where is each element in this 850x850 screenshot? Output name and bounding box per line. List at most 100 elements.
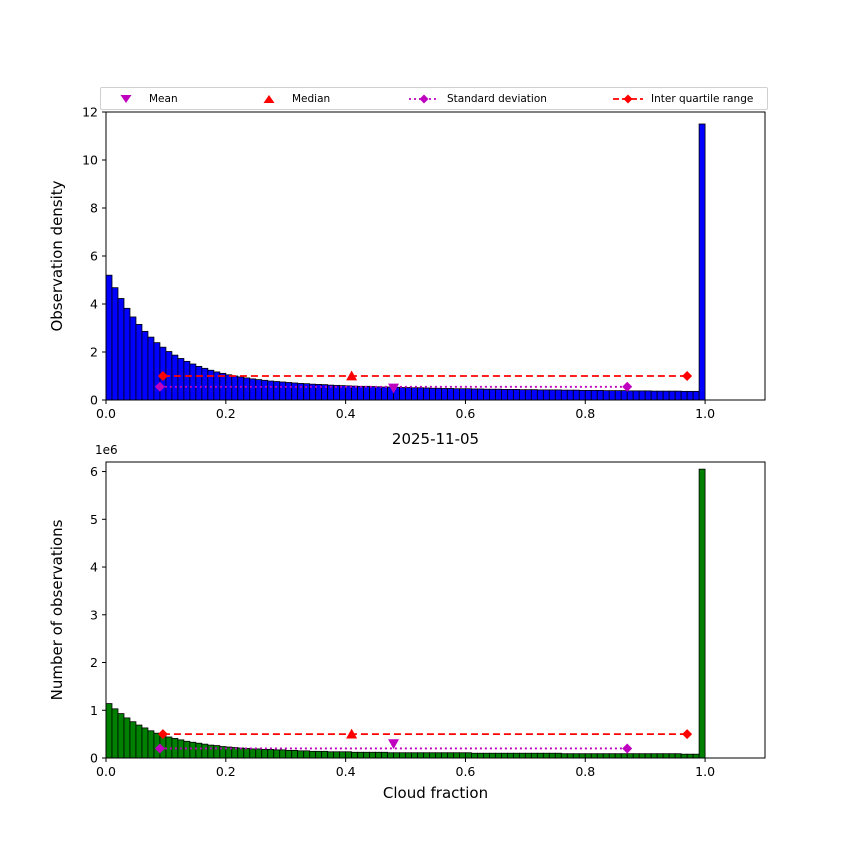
histogram-bar <box>111 708 119 759</box>
histogram-bar <box>435 752 442 759</box>
histogram-bar <box>267 380 275 401</box>
top-y-axis-label: Observation density <box>48 180 66 332</box>
histogram-bar <box>500 389 508 401</box>
histogram-bar <box>483 388 490 401</box>
legend-item-median: Median <box>252 92 407 106</box>
histogram-bar <box>656 390 664 401</box>
histogram-bar <box>255 748 263 759</box>
histogram-bar <box>423 387 430 401</box>
histogram-bar <box>590 389 598 401</box>
histogram-bar <box>273 381 281 401</box>
histogram-bar <box>297 750 305 759</box>
histogram-bar <box>309 750 317 759</box>
histogram-bar <box>279 749 287 759</box>
triangle-down-marker <box>388 739 400 750</box>
histogram-bar <box>453 752 460 759</box>
histogram-bar <box>171 738 179 759</box>
histogram-bar <box>554 752 562 759</box>
histogram-bar <box>578 753 586 759</box>
legend-item-std: Standard deviation <box>407 92 611 106</box>
plot-title: 2025-11-05 <box>391 430 480 448</box>
histogram-bar <box>345 385 353 401</box>
histogram-bar <box>572 753 580 759</box>
histogram-bar <box>195 365 203 401</box>
histogram-bar <box>506 389 514 401</box>
histogram-bar <box>141 727 149 759</box>
histogram-bar <box>596 753 604 759</box>
histogram-bar <box>285 749 293 759</box>
histogram-bar <box>351 385 359 401</box>
histogram-bar <box>243 377 251 401</box>
histogram-bar <box>129 316 137 401</box>
histogram-bar <box>327 751 335 759</box>
histogram-bar <box>459 752 466 759</box>
histogram-bar <box>578 389 586 401</box>
histogram-bar <box>435 387 442 401</box>
histogram-bar <box>291 749 299 759</box>
histogram-bar <box>566 389 574 401</box>
x-tick-label: 1.0 <box>695 764 715 779</box>
histogram-bar <box>459 388 466 401</box>
histogram-bar <box>686 753 694 759</box>
histogram-bar <box>243 748 251 759</box>
histogram-bar <box>477 752 484 759</box>
histogram-bar <box>638 753 646 759</box>
histogram-bar <box>183 360 191 401</box>
histogram-bar <box>147 730 155 759</box>
y-tick-label: 0 <box>90 393 98 408</box>
histogram-bar <box>339 751 347 759</box>
histogram-bar <box>429 752 436 759</box>
x-tick-label: 0.6 <box>456 406 476 421</box>
histogram-bar <box>393 752 400 759</box>
histogram-bar <box>201 743 209 759</box>
histogram-bar <box>399 387 406 401</box>
histogram-bar <box>656 753 664 759</box>
histogram-bar <box>153 342 161 401</box>
histogram-bar <box>692 753 700 759</box>
histogram-bar <box>632 753 640 759</box>
histogram-bar <box>429 387 436 401</box>
axes-frame <box>105 461 766 759</box>
axes-frame <box>105 111 766 401</box>
histogram-bar <box>399 752 406 759</box>
diamond-marker <box>154 743 165 754</box>
histogram-bar <box>638 390 646 401</box>
histogram-bar <box>261 379 269 401</box>
histogram-bar <box>237 747 245 759</box>
histogram-bar <box>117 298 125 401</box>
histogram-bar <box>339 385 347 401</box>
histogram-bar <box>530 752 538 759</box>
histogram-bar <box>548 752 556 759</box>
histogram-bar <box>506 752 514 759</box>
histogram-bar <box>674 390 682 401</box>
diamond-marker <box>622 743 633 754</box>
histogram-bar <box>411 387 418 401</box>
histogram-bar <box>357 751 365 759</box>
histogram-bar <box>387 752 394 759</box>
histogram-bar <box>608 753 616 759</box>
histogram-bar <box>500 752 508 759</box>
histogram-bar <box>644 390 652 401</box>
histogram-bar <box>441 752 448 759</box>
histogram-bar <box>524 389 532 401</box>
histogram-bar <box>453 388 460 401</box>
histogram-bar <box>626 753 634 759</box>
histogram-bar <box>495 388 502 401</box>
histogram-bar <box>602 753 610 759</box>
histogram-bar <box>189 741 197 759</box>
histogram-bar <box>542 389 550 401</box>
y-tick-label: 0 <box>90 751 98 766</box>
histogram-bar <box>285 382 293 401</box>
histogram-bar <box>614 390 622 401</box>
x-tick-label: 1.0 <box>695 406 715 421</box>
legend-label-iqr: Inter quartile range <box>651 92 754 105</box>
diamond-legend-glyph <box>623 94 633 103</box>
histogram-bar <box>620 390 628 401</box>
std-deviation-marker-icon <box>409 94 439 103</box>
histogram-bar <box>105 274 113 401</box>
y-tick-label: 4 <box>90 297 98 312</box>
histogram-bar <box>375 751 382 759</box>
histogram-bar <box>674 753 682 759</box>
histogram-bar <box>375 386 382 401</box>
histogram-bar <box>536 752 544 759</box>
